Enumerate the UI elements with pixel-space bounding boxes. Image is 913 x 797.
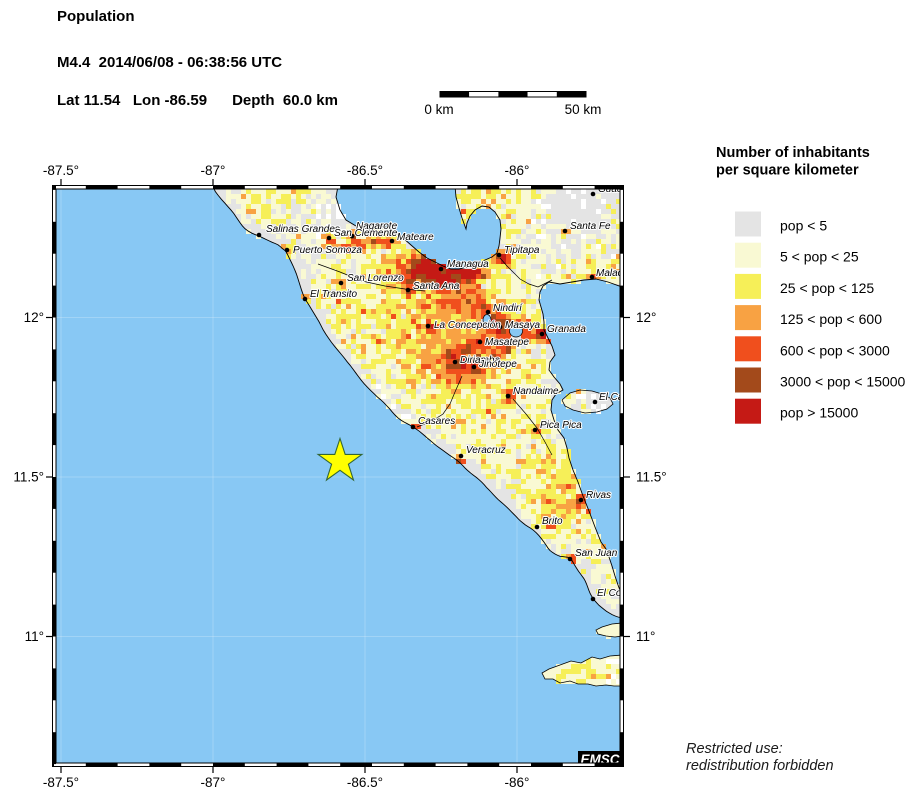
svg-text:5 < pop < 25: 5 < pop < 25 <box>780 249 859 265</box>
svg-text:Pica Pica: Pica Pica <box>540 420 582 431</box>
svg-text:-87.5°: -87.5° <box>43 163 79 178</box>
svg-text:El Carmen: El Carmen <box>599 392 647 403</box>
svg-text:-86°: -86° <box>505 775 530 790</box>
svg-text:Nagarote: Nagarote <box>356 221 398 232</box>
svg-text:-86.5°: -86.5° <box>347 163 383 178</box>
svg-text:12°: 12° <box>24 310 44 325</box>
svg-text:La Concepción: La Concepción <box>434 320 501 331</box>
svg-text:Salinas Grandes: Salinas Grandes <box>266 224 340 235</box>
svg-text:Masatepe: Masatepe <box>485 337 529 348</box>
svg-text:600 < pop < 3000: 600 < pop < 3000 <box>780 342 890 358</box>
svg-text:-86.5°: -86.5° <box>347 775 383 790</box>
svg-text:25 < pop < 125: 25 < pop < 125 <box>780 280 874 296</box>
svg-text:redistribution forbidden: redistribution forbidden <box>686 758 834 774</box>
svg-text:Jinotepe: Jinotepe <box>478 359 517 370</box>
svg-text:0 km: 0 km <box>424 102 453 117</box>
svg-text:Granada: Granada <box>547 324 586 335</box>
svg-text:-86°: -86° <box>505 163 530 178</box>
svg-text:Masaya: Masaya <box>505 320 540 331</box>
svg-text:Casares: Casares <box>418 416 455 427</box>
svg-text:San Lorenzo: San Lorenzo <box>347 273 404 284</box>
svg-text:Brito: Brito <box>542 516 563 527</box>
svg-text:Veracruz: Veracruz <box>466 445 506 456</box>
svg-text:3000 < pop < 15000: 3000 < pop < 15000 <box>780 374 906 390</box>
svg-text:11.5°: 11.5° <box>13 470 44 485</box>
svg-text:Puerto Somoza: Puerto Somoza <box>293 245 362 256</box>
svg-text:Santa Fe: Santa Fe <box>570 221 611 232</box>
svg-text:125 < pop < 600: 125 < pop < 600 <box>780 311 882 327</box>
svg-text:Santa Ana: Santa Ana <box>413 281 460 292</box>
svg-text:EMSC: EMSC <box>580 752 619 767</box>
svg-text:El Coco: El Coco <box>597 588 632 599</box>
svg-text:11.5°: 11.5° <box>636 470 667 485</box>
svg-text:Nindirí: Nindirí <box>493 303 523 314</box>
svg-text:Tipitapa: Tipitapa <box>504 245 540 256</box>
svg-text:Diriamba: Diriamba <box>460 355 500 366</box>
svg-text:Nandaime: Nandaime <box>513 386 559 397</box>
svg-text:-87.5°: -87.5° <box>43 775 79 790</box>
svg-text:-87°: -87° <box>201 775 226 790</box>
svg-text:Population: Population <box>57 8 135 25</box>
svg-text:Malacatoya: Malacatoya <box>596 268 648 279</box>
svg-text:Managua: Managua <box>447 259 489 270</box>
svg-text:-87°: -87° <box>201 163 226 178</box>
svg-text:pop < 5: pop < 5 <box>780 218 827 234</box>
svg-text:11°: 11° <box>25 629 44 644</box>
svg-text:per square kilometer: per square kilometer <box>716 163 859 179</box>
svg-text:San Juan de: San Juan de <box>575 548 632 559</box>
svg-text:11°: 11° <box>636 629 655 644</box>
svg-text:Mateare: Mateare <box>397 232 434 243</box>
svg-text:M4.4 2014/06/08 - 06:38:56 UT: M4.4 2014/06/08 - 06:38:56 UTC <box>57 54 282 71</box>
svg-text:San Clemente: San Clemente <box>334 228 398 239</box>
svg-text:El Transito: El Transito <box>310 289 357 300</box>
svg-text:12°: 12° <box>636 310 656 325</box>
svg-text:Restricted use:: Restricted use: <box>686 741 783 757</box>
svg-text:Number of inhabitants: Number of inhabitants <box>716 145 870 161</box>
svg-text:Rivas: Rivas <box>586 490 611 501</box>
svg-text:50 km: 50 km <box>565 102 602 117</box>
svg-text:Lat 11.54 Lon -86.59 De: Lat 11.54 Lon -86.59 Depth 60.0 km <box>57 92 338 109</box>
svg-text:pop > 15000: pop > 15000 <box>780 405 858 421</box>
svg-text:Guadalupe: Guadalupe <box>598 184 647 195</box>
